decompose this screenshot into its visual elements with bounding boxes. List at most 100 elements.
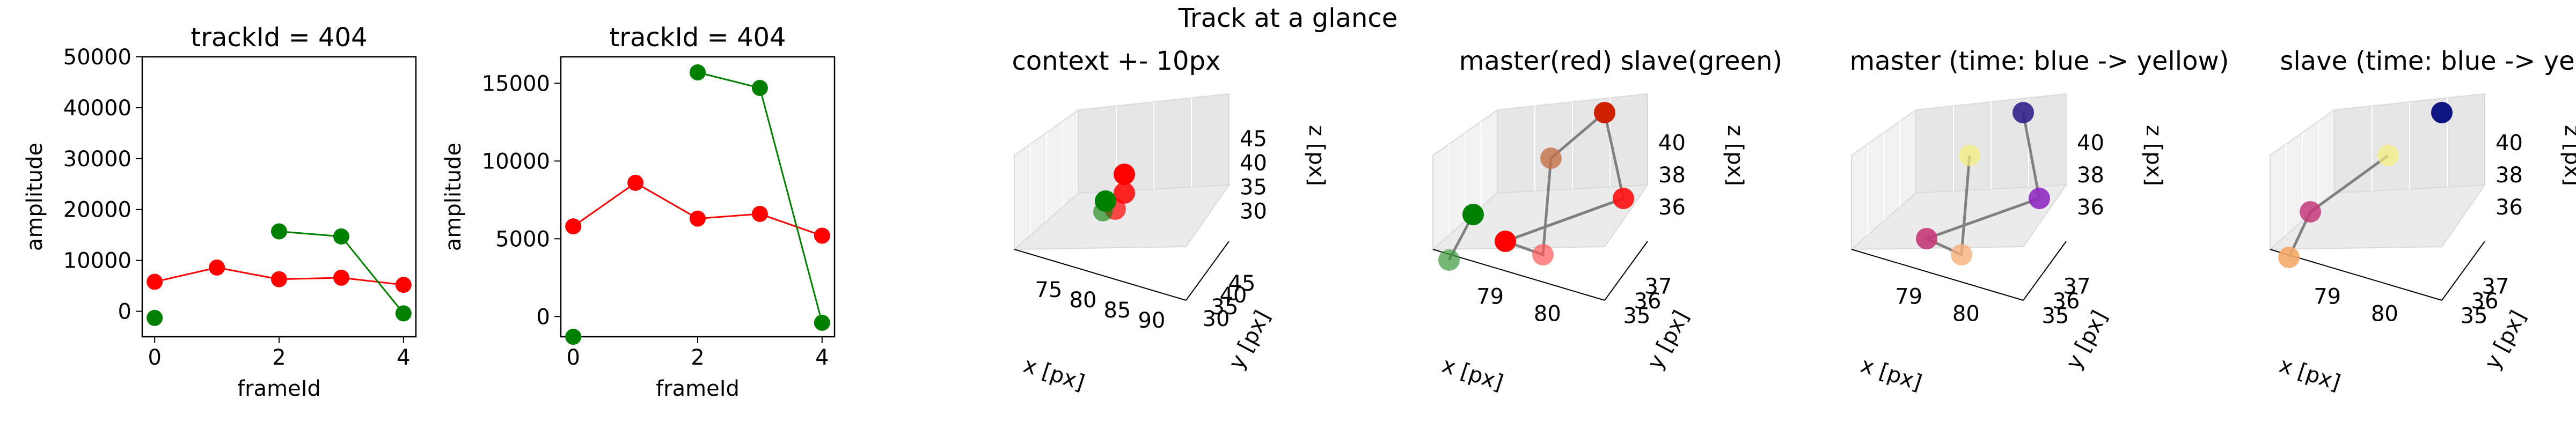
x-tick-label: 79 — [1476, 285, 1504, 309]
data-point — [1916, 228, 1937, 249]
data-point — [1959, 145, 1980, 166]
y-tick-label: 20000 — [63, 198, 131, 223]
x-tick-label: 4 — [397, 345, 410, 370]
x-axis-label: frameId — [656, 376, 740, 401]
chart-title: slave (time: blue -> yellow) — [2280, 46, 2576, 76]
y-axis-label: amplitude — [23, 143, 47, 251]
x-axis-label: x [px] — [1020, 353, 1087, 396]
z-tick-label: 30 — [1240, 199, 1267, 224]
y-axis-line — [1185, 241, 1230, 301]
chart-panel-6: slave (time: blue -> yellow)798035363736… — [2268, 46, 2576, 396]
data-point — [1093, 202, 1113, 221]
data-point — [751, 205, 768, 222]
y-tick-label: 30000 — [63, 147, 131, 172]
y-tick-label: 35 — [2042, 304, 2069, 329]
y-tick-label: 35 — [1211, 295, 1239, 320]
x-tick-label: 75 — [1035, 278, 1063, 302]
y-tick-label: 37 — [2482, 275, 2509, 299]
z-tick-label: 38 — [2077, 163, 2104, 188]
x-tick-label: 79 — [2314, 285, 2341, 309]
plot-frame — [141, 56, 417, 338]
y-tick-label: 10000 — [63, 249, 131, 273]
data-point — [565, 218, 582, 235]
z-tick-label: 36 — [1658, 195, 1686, 220]
link — [2022, 112, 2041, 199]
data-point — [751, 80, 768, 96]
y-axis-line — [2023, 241, 2067, 301]
y-axis-label: amplitude — [441, 143, 466, 251]
x-axis-label: frameId — [237, 376, 321, 401]
data-point — [147, 309, 163, 326]
data-point — [565, 329, 582, 345]
plot-frame — [560, 56, 836, 338]
data-point — [627, 174, 644, 191]
data-point — [271, 223, 287, 240]
data-point — [2012, 102, 2034, 123]
chart-title: trackId = 404 — [191, 23, 367, 53]
data-point — [814, 314, 830, 331]
z-tick-label: 36 — [2496, 195, 2523, 220]
y-tick-label: 10000 — [482, 149, 550, 174]
z-axis-label: z [px] — [1304, 125, 1329, 186]
x-tick-label: 80 — [1952, 301, 1980, 326]
data-point — [2029, 188, 2050, 209]
data-point — [690, 64, 706, 80]
z-tick-label: 40 — [1658, 131, 1686, 156]
series-line — [573, 182, 823, 236]
chart-panel-1: 0 2 4 0 10000 20000 30000 40000 50000 trackId = 4… — [23, 23, 417, 401]
x-axis-label: x [px] — [1857, 353, 1924, 396]
figure-suptitle: Track at a glance — [1178, 3, 1398, 33]
y-tick-label: 36 — [2053, 289, 2080, 314]
y-axis-line — [1604, 241, 1648, 301]
x-tick-label: 0 — [148, 345, 161, 370]
link — [1923, 155, 2040, 257]
data-point — [209, 259, 225, 276]
data-point — [1495, 231, 1516, 252]
data-point — [1462, 204, 1484, 225]
z-tick-label: 40 — [1240, 151, 1267, 176]
x-axis-label: x [px] — [2276, 353, 2343, 396]
chart-title: trackId = 404 — [609, 23, 786, 53]
x-tick-label: 4 — [815, 345, 829, 370]
data-point — [147, 273, 163, 290]
y-axis-line — [2441, 241, 2485, 301]
z-tick-label: 38 — [2496, 163, 2523, 188]
x-tick-label: 80 — [1070, 288, 1097, 313]
chart-title: master(red) slave(green) — [1459, 46, 1782, 76]
data-point — [395, 277, 412, 293]
y-tick-label: 30 — [1203, 307, 1230, 331]
z-tick-label: 36 — [2077, 195, 2104, 220]
master-link — [1501, 112, 1625, 257]
y-tick-label: 15000 — [482, 71, 550, 96]
x-tick-label: 80 — [2371, 301, 2398, 326]
z-tick-label: 38 — [1658, 163, 1686, 188]
x-tick-label: 80 — [1534, 301, 1561, 326]
x-axis-line — [1432, 249, 1605, 301]
y-tick-label: 50000 — [63, 45, 131, 70]
data-point — [2431, 102, 2453, 123]
series-line — [697, 71, 823, 323]
z-axis-label: z [px] — [2141, 125, 2166, 186]
data-point — [1532, 244, 1554, 265]
data-point — [1114, 164, 1135, 185]
x-axis-line — [1014, 249, 1187, 301]
data-point — [2300, 201, 2321, 223]
data-point — [2278, 247, 2300, 268]
y-tick-label: 5000 — [495, 227, 550, 252]
y-tick-label: 36 — [2471, 289, 2499, 314]
data-point — [1540, 147, 1562, 169]
y-tick-label: 37 — [2063, 275, 2091, 299]
data-point — [814, 227, 830, 244]
data-point — [690, 210, 706, 227]
y-tick-label: 0 — [118, 300, 131, 324]
data-point — [2377, 145, 2399, 166]
data-point — [333, 269, 349, 286]
x-axis-label: x [px] — [1439, 353, 1506, 396]
y-tick-label: 45 — [1228, 271, 1256, 296]
data-point — [1114, 182, 1135, 204]
x-tick-label: 85 — [1104, 298, 1131, 323]
y-tick-label: 35 — [2461, 304, 2488, 329]
